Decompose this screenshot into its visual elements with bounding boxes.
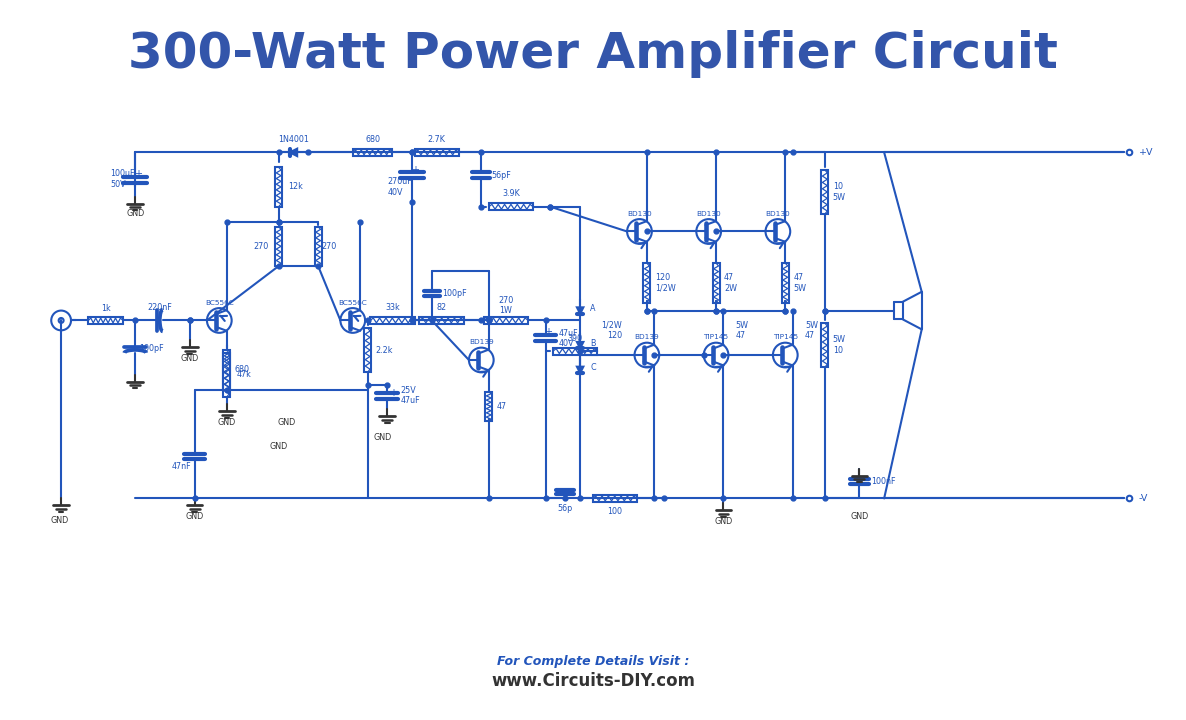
Text: GND: GND — [185, 512, 204, 521]
Bar — [364, 328, 371, 372]
Bar — [593, 495, 637, 502]
Text: For Complete Details Visit :: For Complete Details Visit : — [497, 655, 689, 668]
Text: 270: 270 — [254, 242, 269, 251]
Bar — [484, 317, 528, 324]
Text: -V: -V — [1139, 494, 1148, 503]
Text: BD130: BD130 — [765, 211, 790, 217]
Text: BC556C: BC556C — [338, 300, 368, 305]
Bar — [553, 348, 598, 354]
Text: 3.9K: 3.9K — [502, 189, 519, 199]
Text: TIP145: TIP145 — [703, 334, 728, 341]
Text: +: + — [412, 165, 419, 175]
Text: 120
1/2W: 120 1/2W — [655, 273, 676, 292]
Bar — [223, 353, 230, 397]
Text: 100pF: 100pF — [441, 289, 466, 298]
Text: TIP145: TIP145 — [773, 334, 798, 341]
Text: 2.2k: 2.2k — [376, 346, 393, 355]
Bar — [275, 227, 282, 266]
Text: 220nF: 220nF — [147, 303, 172, 312]
Text: 270uF
40V: 270uF 40V — [388, 177, 412, 197]
Text: BD139: BD139 — [468, 339, 493, 345]
Bar — [782, 263, 789, 302]
Text: GND: GND — [50, 516, 69, 525]
Bar — [644, 263, 650, 302]
Text: 300-Watt Power Amplifier Circuit: 300-Watt Power Amplifier Circuit — [128, 30, 1058, 78]
Text: 82: 82 — [436, 303, 447, 312]
Bar — [420, 317, 464, 324]
Polygon shape — [576, 366, 584, 373]
Text: B: B — [589, 338, 595, 348]
Text: 12k: 12k — [288, 182, 304, 192]
Bar — [275, 167, 282, 207]
Bar — [485, 392, 492, 421]
Bar — [88, 317, 123, 324]
Text: 56p: 56p — [557, 504, 573, 513]
Text: 47nF: 47nF — [172, 462, 192, 472]
Text: 100uF
50V: 100uF 50V — [110, 169, 135, 189]
Polygon shape — [289, 149, 298, 156]
Text: 390: 390 — [568, 334, 582, 343]
Text: 56pF: 56pF — [491, 171, 511, 179]
Text: 680: 680 — [365, 135, 380, 144]
Text: 270: 270 — [321, 242, 337, 251]
Text: 5W
47: 5W 47 — [735, 320, 748, 340]
Text: BD130: BD130 — [627, 211, 652, 217]
Text: 1/2W
120: 1/2W 120 — [601, 320, 623, 340]
Text: 100nF: 100nF — [872, 477, 895, 485]
Text: GND: GND — [126, 210, 145, 218]
Text: 33k: 33k — [385, 303, 400, 312]
Bar — [822, 323, 828, 367]
Text: 25V
47uF: 25V 47uF — [400, 386, 420, 405]
Text: GND: GND — [217, 418, 236, 427]
Text: BC556C: BC556C — [205, 300, 234, 305]
Text: GND: GND — [278, 418, 295, 427]
Bar — [489, 203, 534, 210]
Text: GND: GND — [269, 443, 288, 451]
Text: 10
5W: 10 5W — [833, 182, 846, 202]
Polygon shape — [576, 307, 584, 314]
Text: 270
1W: 270 1W — [498, 296, 514, 315]
Text: BD130: BD130 — [696, 211, 721, 217]
Text: 1N4001: 1N4001 — [278, 135, 308, 144]
Text: GND: GND — [374, 433, 391, 441]
Text: GND: GND — [850, 512, 868, 521]
Text: GND: GND — [180, 354, 199, 363]
Polygon shape — [576, 342, 584, 348]
Text: BD139: BD139 — [635, 334, 659, 341]
Text: 100: 100 — [607, 507, 623, 516]
Text: 680: 680 — [235, 365, 249, 374]
Text: 2.7K: 2.7K — [428, 135, 446, 144]
Text: 5W
10: 5W 10 — [833, 336, 846, 355]
Text: 47
5W: 47 5W — [793, 273, 806, 292]
Text: +: + — [544, 328, 553, 337]
Bar — [713, 263, 720, 302]
Text: +: + — [389, 387, 397, 397]
Text: 100pF: 100pF — [139, 343, 164, 353]
Text: 5W
47: 5W 47 — [805, 320, 818, 340]
Text: +V: +V — [1139, 148, 1153, 157]
Text: C: C — [589, 364, 595, 372]
Text: A: A — [589, 304, 595, 313]
Text: +: + — [134, 169, 142, 179]
Bar — [223, 350, 230, 390]
Text: 1k: 1k — [101, 304, 110, 313]
Text: 47
2W: 47 2W — [723, 273, 737, 292]
Bar — [415, 149, 459, 156]
Text: 47k: 47k — [236, 370, 251, 379]
Text: GND: GND — [714, 517, 733, 526]
Text: 47uF
40V: 47uF 40V — [559, 328, 578, 348]
Text: www.Circuits-DIY.com: www.Circuits-DIY.com — [491, 672, 695, 690]
Bar — [822, 170, 828, 214]
Bar — [370, 317, 415, 324]
Text: 47: 47 — [497, 402, 506, 411]
Bar — [352, 149, 393, 156]
Bar — [314, 227, 321, 266]
